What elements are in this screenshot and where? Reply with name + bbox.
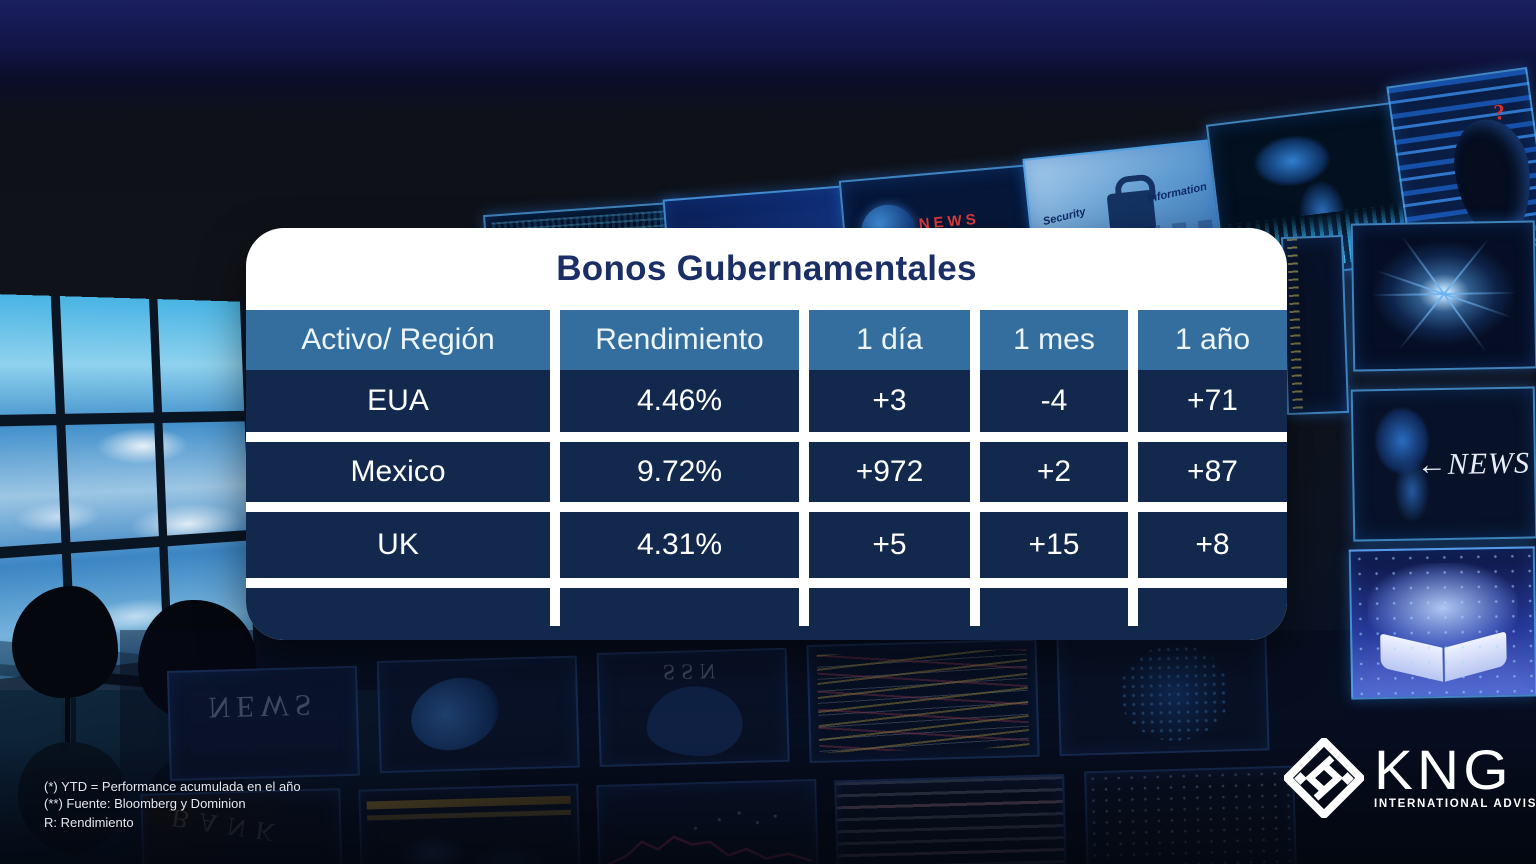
cell-1-dia: +972 [809,442,970,502]
footnote-source: (**) Fuente: Bloomberg y Dominion [44,795,246,811]
page-title: Bonos Gubernamentales [556,249,977,288]
bg-screen-news-arrow: ←NEWS [1350,386,1536,542]
column-header-activo-region: Activo/ Región [246,310,550,370]
kng-diamond-icon [1284,738,1364,818]
table-row-empty [246,588,1287,626]
cell-1-mes: -4 [980,370,1128,432]
cell-empty [246,588,550,626]
bond-table: Activo/ Región Rendimiento 1 día 1 mes 1… [246,310,1287,640]
silhouette-plant [12,586,118,742]
kng-subtitle: INTERNATIONAL ADVISORS [1374,797,1536,810]
column-header-1-dia: 1 día [809,310,970,370]
footnote-rendimiento: R: Rendimiento [44,815,134,831]
column-header-1-mes: 1 mes [980,310,1128,370]
cell-1-mes: +15 [980,512,1128,578]
cell-strip [246,626,1287,640]
news-arrow-text: ←NEWS [1416,446,1531,482]
cell-region: Mexico [246,442,550,502]
cell-empty [560,588,799,626]
table-header-row: Activo/ Región Rendimiento 1 día 1 mes 1… [246,310,1287,370]
kng-logo: KNG INTERNATIONAL ADVISORS [1284,738,1536,818]
bg-screen-glowing-book [1348,546,1536,700]
cell-1-ano: +71 [1138,370,1287,432]
information-word: Information [1146,180,1208,206]
footnote-ytd: (*) YTD = Performance acumulada en el añ… [44,779,301,794]
table-row-uk: UK 4.31% +5 +15 +8 [246,512,1287,578]
cell-empty [809,588,970,626]
table-row-mexico: Mexico 9.72% +972 +2 +87 [246,442,1287,502]
sparkles [1350,548,1536,698]
cell-empty [1138,588,1287,626]
question-mark: ? [1492,98,1507,125]
kng-logo-text: KNG INTERNATIONAL ADVISORS [1374,738,1536,810]
bg-screen-tickmarks [1280,234,1350,416]
cell-rendimiento: 4.46% [560,370,799,432]
cell-region: UK [246,512,550,578]
bottom-vignette [0,744,1536,864]
cell-1-ano: +87 [1138,442,1287,502]
cell-rendimiento: 9.72% [560,442,799,502]
kng-wordmark: KNG [1374,738,1513,802]
table-row-eua: EUA 4.46% +3 -4 +71 [246,370,1287,432]
cell-region: EUA [246,370,550,432]
column-header-rendimiento: Rendimiento [560,310,799,370]
bg-screen-starburst [1350,220,1536,372]
cell-1-ano: +8 [1138,512,1287,578]
cell-1-dia: +5 [809,512,970,578]
security-word: Security [1041,205,1087,228]
cell-1-dia: +3 [809,370,970,432]
cell-rendimiento: 4.31% [560,512,799,578]
bond-table-card: Bonos Gubernamentales Activo/ Región Ren… [246,228,1287,640]
cell-empty [980,588,1128,626]
column-header-1-ano: 1 año [1138,310,1287,370]
footnotes: (*) YTD = Performance acumulada en el añ… [44,779,301,832]
cell-1-mes: +2 [980,442,1128,502]
table-bottom-strip [246,626,1287,640]
